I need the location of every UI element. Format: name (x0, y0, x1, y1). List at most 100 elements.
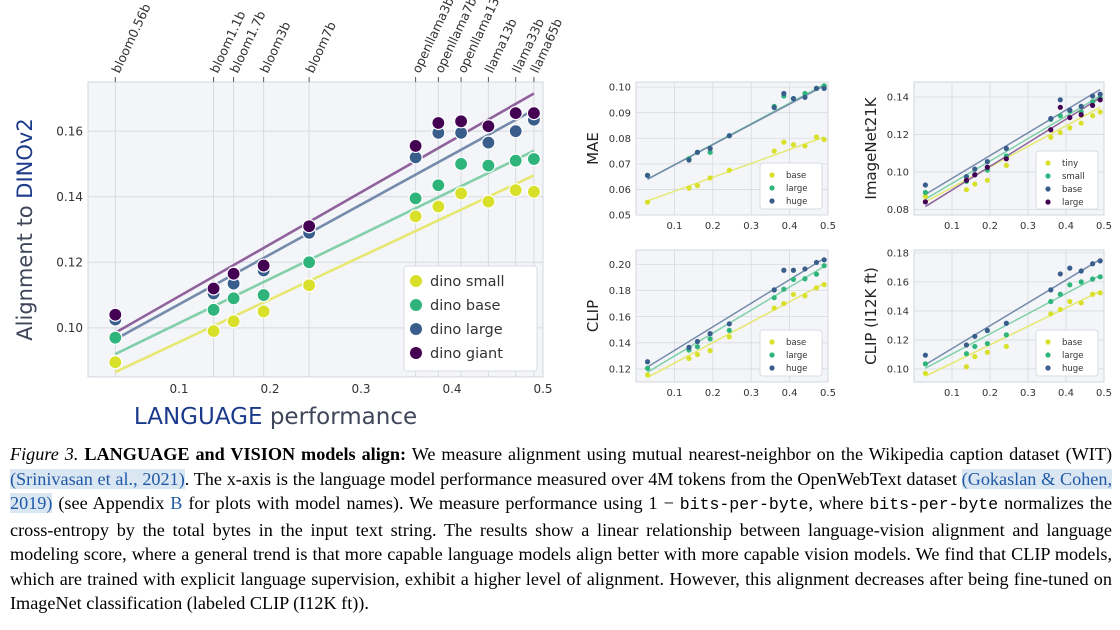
data-point (256, 304, 271, 319)
legend: tiny small base large (1035, 150, 1099, 210)
data-point (726, 133, 732, 139)
data-point (1057, 291, 1063, 297)
legend-marker (1045, 160, 1051, 166)
data-point (108, 355, 123, 370)
data-point (771, 287, 777, 293)
data-point (1067, 265, 1073, 271)
data-point (408, 138, 423, 154)
caption-text: normalizes the cross-entropy by the tota… (10, 493, 1113, 613)
data-point (1048, 115, 1054, 122)
data-point (781, 90, 787, 97)
data-point (707, 348, 713, 354)
data-point (694, 351, 701, 358)
appendix-link[interactable]: B (170, 493, 183, 513)
y-tick-label: 0.16 (887, 278, 909, 289)
data-point (1078, 120, 1084, 126)
data-point (1048, 287, 1054, 293)
data-point (206, 281, 221, 296)
data-point (1057, 271, 1063, 277)
data-point (922, 182, 929, 188)
legend-label: large (786, 351, 808, 361)
data-point (454, 186, 469, 201)
y-axis-label: MAE (584, 132, 602, 165)
data-point (1067, 125, 1073, 131)
citation-link[interactable]: (Srinivasan et al., 2021) (10, 468, 185, 489)
data-point (694, 182, 701, 189)
top-axis-model-label: bloom0.56b (108, 1, 153, 75)
data-point (1097, 258, 1103, 264)
data-point (984, 349, 990, 355)
code-term: bits-per-byte (679, 495, 809, 514)
data-point (431, 178, 446, 193)
data-point (694, 149, 701, 155)
legend-label: base (786, 171, 806, 181)
legend-marker (410, 275, 422, 287)
y-tick-label: 0.10 (887, 168, 909, 179)
data-point (813, 134, 820, 140)
data-point (781, 139, 787, 145)
caption-text: for plots with model names). We measure … (188, 493, 674, 513)
data-point (802, 90, 808, 97)
data-point (813, 259, 820, 266)
data-point (644, 365, 651, 371)
data-point (790, 96, 797, 102)
y-tick-label: 0.18 (609, 286, 631, 297)
legend-marker (1045, 352, 1051, 358)
data-point (1090, 276, 1096, 282)
data-point (108, 330, 123, 345)
data-point (781, 286, 787, 292)
legend-marker (410, 347, 422, 359)
data-point (508, 106, 523, 121)
y-tick-label: 0.14 (887, 307, 909, 318)
fit-line (925, 88, 1101, 196)
x-tick-label: 0.5 (820, 221, 836, 232)
data-point (771, 305, 777, 311)
caption-text: We measure alignment using mutual neares… (411, 444, 1113, 464)
legend: base large huge (759, 329, 823, 377)
data-point (972, 333, 978, 339)
data-point (1078, 112, 1084, 118)
x-tick-label: 0.1 (666, 221, 682, 232)
data-point (922, 361, 929, 367)
x-tick-label: 0.1 (169, 382, 188, 396)
figure-caption: Figure 3. LANGUAGE and VISION models ali… (10, 442, 1112, 616)
data-point (821, 257, 827, 263)
legend-marker (769, 185, 775, 191)
legend-label: huge (1062, 364, 1083, 374)
legend-box (403, 265, 538, 372)
legend-label: tiny (1062, 159, 1078, 169)
data-point (771, 148, 777, 154)
y-axis-label: Alignment to DINOv2 (13, 118, 37, 340)
data-point (984, 164, 990, 170)
x-tick-label: 0.4 (1058, 221, 1074, 232)
y-tick-label: 0.16 (609, 312, 631, 323)
data-point (1078, 103, 1084, 109)
caption-text: , where (808, 493, 864, 513)
legend-box (759, 329, 823, 377)
x-tick-label: 0.3 (743, 221, 759, 232)
legend-marker (1045, 186, 1051, 192)
data-point (1057, 113, 1063, 119)
data-point (431, 115, 446, 131)
data-point (790, 142, 797, 148)
legend-marker (769, 339, 775, 345)
data-point (1090, 261, 1096, 267)
data-point (1003, 343, 1009, 350)
data-point (256, 258, 271, 273)
data-point (802, 94, 808, 100)
data-point (1078, 279, 1084, 285)
y-axis-label: CLIP (584, 300, 602, 332)
data-point (1090, 99, 1096, 105)
data-point (1078, 268, 1084, 274)
legend-label: huge (786, 364, 807, 374)
x-axis-label-rest: performance (270, 404, 417, 430)
chart-clip: 0.1 0.2 0.3 0.4 0.5 0.12 0.14 0.16 0.18 0.20 CLIP b… (584, 249, 836, 399)
y-tick-label: 0.12 (887, 336, 909, 347)
data-point (206, 324, 221, 339)
data-point (206, 302, 221, 317)
data-point (1090, 93, 1096, 99)
data-point (707, 145, 713, 152)
data-point (802, 276, 808, 282)
data-point (226, 314, 241, 329)
chart-mae: 0.1 0.2 0.3 0.4 0.5 0.05 0.06 0.07 0.08 0.09 0.10 M… (584, 81, 836, 232)
